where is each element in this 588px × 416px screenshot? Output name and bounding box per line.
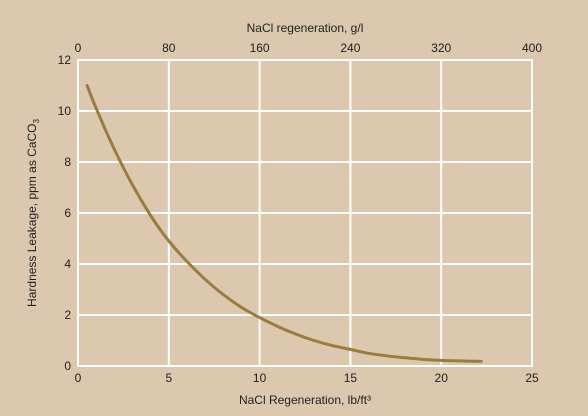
y-tick-label: 2 xyxy=(64,308,71,322)
x-tick-label: 25 xyxy=(525,371,539,385)
x-tick-label: 20 xyxy=(435,371,449,385)
series-line xyxy=(85,84,483,363)
x-axis-title: NaCl Regeneration, lb/ft³ xyxy=(239,393,371,407)
top-tick-label: 400 xyxy=(522,41,542,55)
y-axis-title-subscript: 3 xyxy=(32,119,41,124)
x-tick-label: 15 xyxy=(344,371,358,385)
x-tick-label: 10 xyxy=(253,371,267,385)
top-axis-title: NaCl regeneration, g/l xyxy=(247,21,364,35)
y-tick-label: 6 xyxy=(64,206,71,220)
x-tick-label: 0 xyxy=(75,371,82,385)
data-series xyxy=(85,84,483,363)
top-tick-label: 320 xyxy=(431,41,451,55)
grid-lines xyxy=(77,59,533,367)
y-tick-label: 10 xyxy=(58,104,72,118)
y-tick-label: 0 xyxy=(64,359,71,373)
top-tick-label: 240 xyxy=(340,41,360,55)
top-tick-label: 80 xyxy=(162,41,176,55)
y-tick-label: 8 xyxy=(64,155,71,169)
x-tick-label: 5 xyxy=(165,371,172,385)
top-tick-label: 160 xyxy=(250,41,270,55)
tick-labels: 0 5 10 15 20 25 0 80 160 240 320 400 0 2 4 6 8 10 12 xyxy=(58,41,543,385)
y-tick-label: 4 xyxy=(64,257,71,271)
y-axis-title-main: Hardness Leakage, ppm as CaCO xyxy=(25,124,39,307)
y-tick-label: 12 xyxy=(58,53,72,67)
top-tick-label: 0 xyxy=(75,41,82,55)
y-axis-title: Hardness Leakage, ppm as CaCO3 xyxy=(25,119,41,307)
